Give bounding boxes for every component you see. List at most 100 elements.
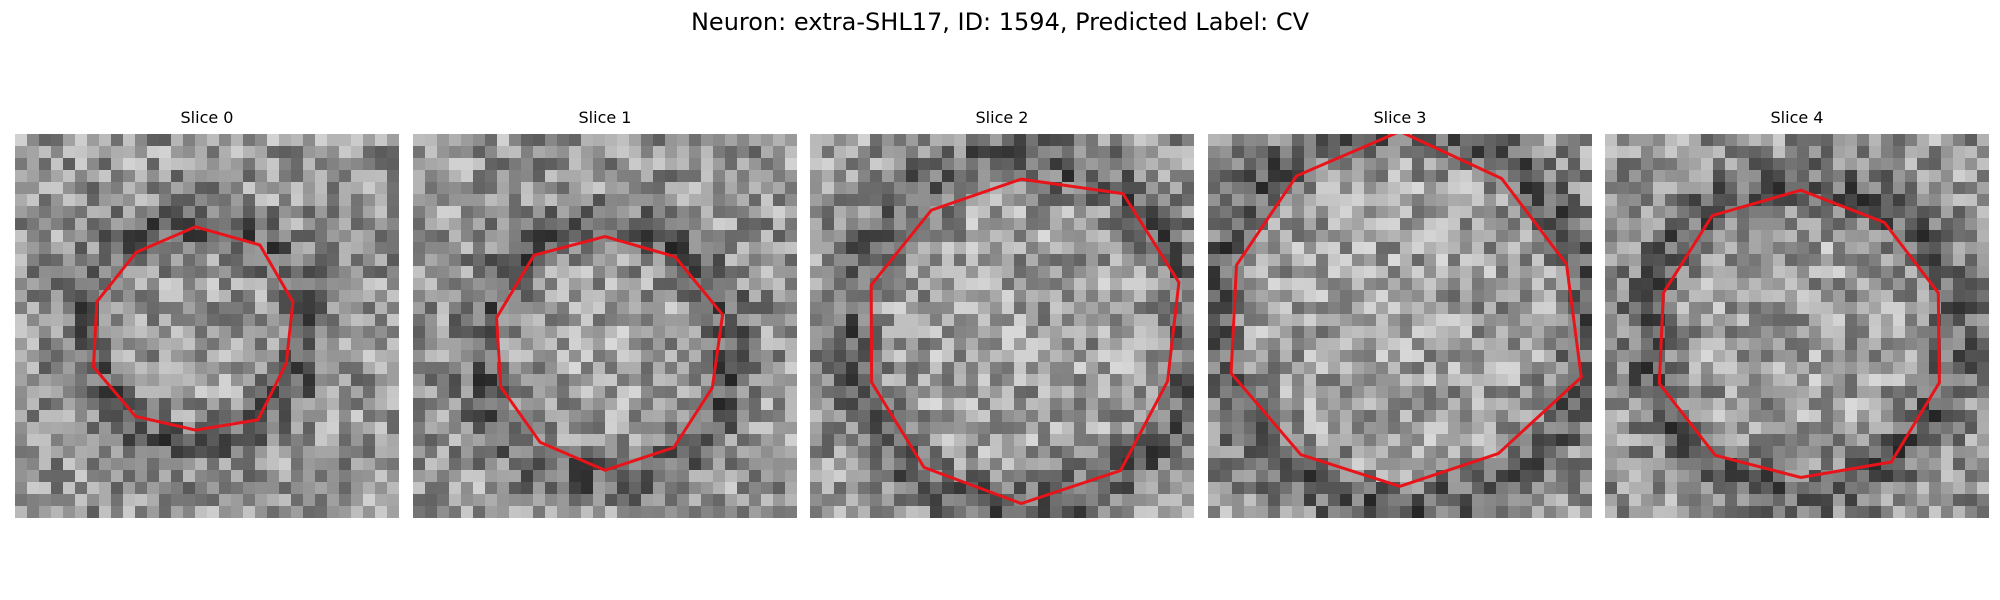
image-pixel bbox=[1086, 410, 1099, 423]
image-pixel bbox=[425, 158, 438, 171]
image-pixel bbox=[677, 410, 690, 423]
image-pixel bbox=[279, 398, 292, 411]
image-pixel bbox=[183, 278, 196, 291]
image-pixel bbox=[425, 254, 438, 267]
image-pixel bbox=[159, 290, 172, 303]
image-pixel bbox=[1641, 278, 1654, 291]
image-pixel bbox=[1773, 218, 1786, 231]
image-pixel bbox=[363, 374, 376, 387]
image-pixel bbox=[1074, 398, 1087, 411]
image-pixel bbox=[1965, 146, 1978, 159]
image-pixel bbox=[1026, 254, 1039, 267]
image-pixel bbox=[966, 302, 979, 315]
image-pixel bbox=[1496, 194, 1509, 207]
image-pixel bbox=[1556, 158, 1569, 171]
image-pixel bbox=[653, 182, 666, 195]
image-pixel bbox=[882, 134, 895, 147]
image-pixel bbox=[581, 398, 594, 411]
image-pixel bbox=[1400, 170, 1413, 183]
image-pixel bbox=[1146, 194, 1159, 207]
image-pixel bbox=[942, 134, 955, 147]
image-pixel bbox=[942, 422, 955, 435]
image-pixel bbox=[1014, 242, 1027, 255]
image-pixel bbox=[1893, 134, 1906, 147]
image-pixel bbox=[1893, 314, 1906, 327]
image-pixel bbox=[918, 230, 931, 243]
image-pixel bbox=[231, 290, 244, 303]
image-pixel bbox=[725, 146, 738, 159]
image-pixel bbox=[1050, 218, 1063, 231]
image-pixel bbox=[1580, 386, 1592, 399]
image-pixel bbox=[485, 470, 498, 483]
image-pixel bbox=[1677, 386, 1690, 399]
image-pixel bbox=[1062, 326, 1075, 339]
image-pixel bbox=[1893, 170, 1906, 183]
image-pixel bbox=[978, 350, 991, 363]
image-pixel bbox=[461, 374, 474, 387]
image-pixel bbox=[135, 494, 148, 507]
image-pixel bbox=[545, 278, 558, 291]
image-pixel bbox=[1520, 338, 1533, 351]
image-pixel bbox=[1713, 326, 1726, 339]
image-pixel bbox=[1508, 362, 1521, 375]
image-pixel bbox=[231, 494, 244, 507]
image-pixel bbox=[1062, 254, 1075, 267]
image-pixel bbox=[1929, 434, 1942, 447]
image-pixel bbox=[822, 434, 835, 447]
image-pixel bbox=[653, 362, 666, 375]
image-pixel bbox=[1304, 482, 1317, 495]
image-pixel bbox=[147, 158, 160, 171]
image-pixel bbox=[1268, 398, 1281, 411]
image-pixel bbox=[1122, 170, 1135, 183]
image-pixel bbox=[1725, 182, 1738, 195]
image-pixel bbox=[1268, 230, 1281, 243]
image-pixel bbox=[87, 386, 100, 399]
image-pixel bbox=[1376, 182, 1389, 195]
image-pixel bbox=[1098, 338, 1111, 351]
image-pixel bbox=[219, 266, 232, 279]
image-pixel bbox=[761, 218, 774, 231]
image-pixel bbox=[51, 470, 64, 483]
image-pixel bbox=[1038, 506, 1051, 518]
image-pixel bbox=[1340, 398, 1353, 411]
image-pixel bbox=[1244, 170, 1257, 183]
image-pixel bbox=[461, 506, 474, 518]
image-pixel bbox=[1941, 314, 1954, 327]
image-pixel bbox=[1568, 170, 1581, 183]
image-pixel bbox=[1845, 158, 1858, 171]
image-pixel bbox=[473, 230, 486, 243]
image-pixel bbox=[966, 242, 979, 255]
image-pixel bbox=[1256, 470, 1269, 483]
image-pixel bbox=[1050, 278, 1063, 291]
image-pixel bbox=[653, 398, 666, 411]
image-pixel bbox=[966, 458, 979, 471]
image-pixel bbox=[942, 170, 955, 183]
image-pixel bbox=[641, 290, 654, 303]
image-pixel bbox=[1857, 194, 1870, 207]
image-pixel bbox=[521, 446, 534, 459]
image-pixel bbox=[1182, 362, 1194, 375]
image-pixel bbox=[581, 134, 594, 147]
image-pixel bbox=[461, 338, 474, 351]
image-pixel bbox=[1232, 242, 1245, 255]
image-pixel bbox=[183, 314, 196, 327]
image-pixel bbox=[1641, 182, 1654, 195]
image-pixel bbox=[425, 170, 438, 183]
image-pixel bbox=[497, 482, 510, 495]
image-pixel bbox=[387, 398, 399, 411]
image-pixel bbox=[123, 302, 136, 315]
image-pixel bbox=[1496, 158, 1509, 171]
image-pixel bbox=[1364, 278, 1377, 291]
image-pixel bbox=[1905, 230, 1918, 243]
image-pixel bbox=[509, 422, 522, 435]
image-pixel bbox=[665, 314, 678, 327]
image-pixel bbox=[1460, 278, 1473, 291]
image-pixel bbox=[1689, 410, 1702, 423]
image-pixel bbox=[930, 494, 943, 507]
image-pixel bbox=[1629, 410, 1642, 423]
image-pixel bbox=[231, 314, 244, 327]
image-pixel bbox=[461, 434, 474, 447]
image-pixel bbox=[1280, 374, 1293, 387]
image-pixel bbox=[1556, 374, 1569, 387]
image-pixel bbox=[1220, 434, 1233, 447]
